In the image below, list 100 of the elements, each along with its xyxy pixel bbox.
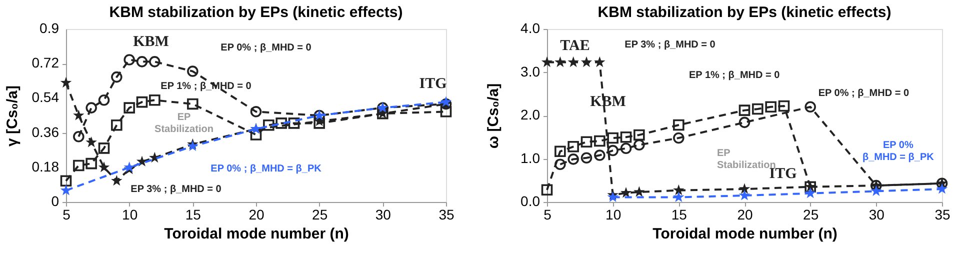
point bbox=[541, 56, 553, 68]
point bbox=[98, 142, 110, 154]
point bbox=[60, 76, 72, 88]
point bbox=[73, 110, 84, 120]
y-axis-title: ω [Cs₀/a] bbox=[485, 83, 502, 149]
point bbox=[149, 94, 160, 106]
point bbox=[86, 102, 97, 114]
point bbox=[288, 118, 300, 129]
point bbox=[554, 146, 566, 158]
point bbox=[594, 150, 606, 161]
point bbox=[187, 98, 198, 110]
point bbox=[111, 119, 122, 131]
x-tick-label: 15 bbox=[671, 206, 688, 222]
point bbox=[580, 136, 592, 148]
point bbox=[634, 139, 645, 151]
x-tick-label: 25 bbox=[312, 206, 328, 222]
point bbox=[73, 131, 84, 142]
point bbox=[673, 184, 684, 196]
point bbox=[86, 158, 97, 170]
point bbox=[580, 152, 592, 164]
point bbox=[73, 160, 84, 172]
point bbox=[541, 184, 553, 196]
point bbox=[554, 56, 566, 68]
y-tick-label: 0 bbox=[51, 193, 60, 209]
point bbox=[98, 161, 110, 172]
text: EP 0% ; β_MHD = 0 bbox=[220, 42, 312, 54]
chart-title: KBM stabilization by EPs (kinetic effects) bbox=[598, 4, 892, 21]
point bbox=[568, 56, 579, 68]
point bbox=[594, 135, 606, 147]
point bbox=[607, 132, 618, 144]
point bbox=[607, 144, 618, 156]
annotation: ITG bbox=[419, 76, 448, 92]
point bbox=[263, 119, 274, 131]
x-tick-label: 5 bbox=[544, 206, 552, 222]
point bbox=[752, 103, 764, 115]
point bbox=[778, 100, 790, 112]
point bbox=[804, 101, 816, 112]
point bbox=[250, 106, 262, 118]
y-tick-label: 0.0 bbox=[520, 193, 540, 209]
x-tick-label: 10 bbox=[606, 206, 622, 222]
chart-title: KBM stabilization by EPs (kinetic effects) bbox=[109, 4, 403, 21]
annotation: TAE bbox=[560, 38, 590, 54]
point bbox=[804, 187, 816, 198]
point bbox=[124, 102, 135, 114]
point bbox=[607, 191, 618, 202]
point bbox=[111, 174, 122, 186]
point bbox=[936, 183, 948, 194]
point bbox=[620, 187, 632, 198]
y-tick-label: 0.36 bbox=[32, 124, 60, 140]
point bbox=[187, 66, 198, 77]
x-tick-label: 20 bbox=[248, 206, 264, 222]
point bbox=[149, 56, 160, 68]
point bbox=[86, 136, 97, 148]
x-tick-label: 25 bbox=[803, 206, 819, 222]
point bbox=[738, 104, 750, 116]
x-tick-label: 15 bbox=[185, 206, 202, 222]
y-tick-label: 4.0 bbox=[520, 20, 540, 36]
x-tick-label: 30 bbox=[868, 206, 885, 222]
point bbox=[60, 184, 72, 196]
y-tick-label: 2.0 bbox=[520, 106, 540, 122]
point bbox=[673, 191, 684, 202]
series-label: EP 0% ; β_MHD = 0 bbox=[818, 88, 910, 99]
point bbox=[568, 140, 579, 152]
x-tick-label: 35 bbox=[934, 206, 950, 222]
y-tick-label: 3.0 bbox=[520, 63, 540, 80]
point bbox=[634, 129, 645, 141]
point bbox=[136, 56, 148, 68]
series-label: EP 0% ; β_MHD = β_PK bbox=[210, 163, 322, 174]
annotation: KBM bbox=[133, 34, 169, 50]
series-label: EP 3% ; β_MHD = 0 bbox=[130, 184, 222, 195]
point bbox=[568, 154, 579, 165]
point bbox=[673, 132, 684, 144]
x-tick-label: 5 bbox=[62, 206, 71, 222]
y-tick-label: 1.0 bbox=[520, 150, 540, 166]
y-tick-label: 0.18 bbox=[32, 158, 60, 174]
x-tick-label: 30 bbox=[375, 206, 392, 222]
point bbox=[580, 56, 592, 68]
point bbox=[765, 101, 776, 112]
point bbox=[124, 54, 135, 66]
point bbox=[136, 96, 148, 108]
point bbox=[98, 94, 110, 106]
x-axis-title: Toroidal mode number (n) bbox=[164, 226, 349, 242]
text: EP 0% β_MHD = β_PK bbox=[862, 140, 935, 164]
point bbox=[111, 71, 122, 83]
x-axis-title: Toroidal mode number (n) bbox=[652, 226, 838, 242]
annotation: KBM bbox=[590, 94, 626, 110]
text: EP 3% ; β_MHD = 0 bbox=[624, 39, 716, 50]
point bbox=[738, 190, 750, 200]
y-tick-label: 0.72 bbox=[32, 54, 60, 71]
point bbox=[870, 185, 882, 196]
point bbox=[620, 131, 632, 143]
point bbox=[440, 106, 452, 118]
point bbox=[634, 186, 645, 197]
y-tick-label: 0.9 bbox=[40, 20, 60, 36]
point bbox=[314, 118, 325, 129]
text: EP 1% ; β_MHD = 0 bbox=[689, 70, 780, 81]
point bbox=[738, 183, 750, 194]
point bbox=[738, 116, 750, 128]
point bbox=[60, 175, 72, 186]
annotation: EP Stabilization bbox=[154, 112, 214, 135]
